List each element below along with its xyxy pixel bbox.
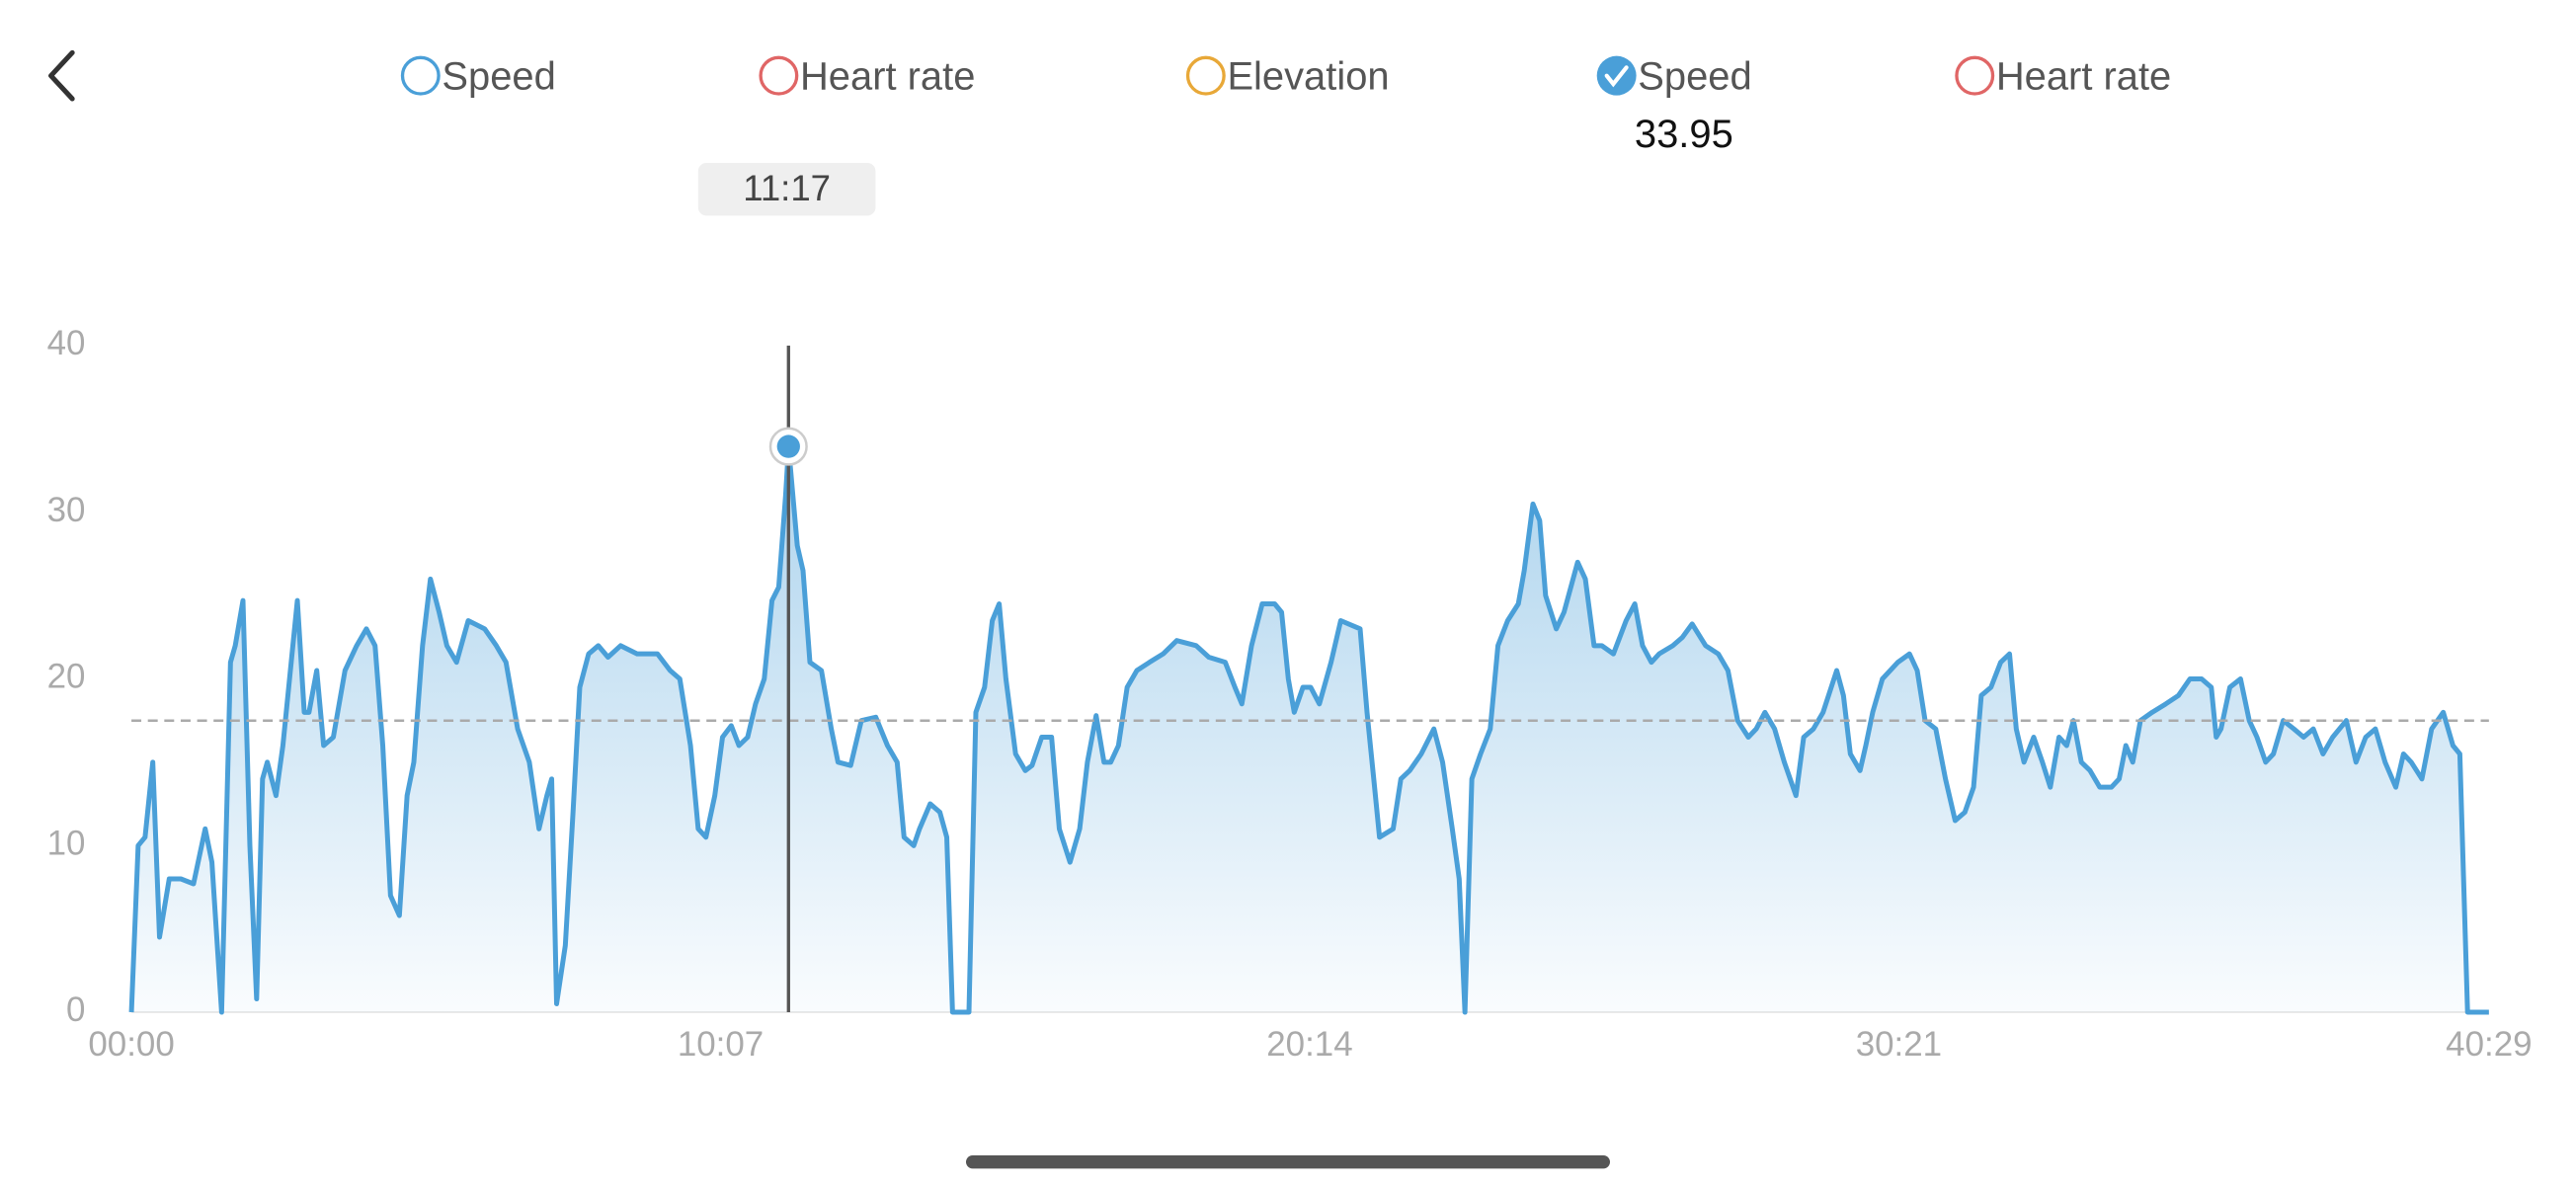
tab-circle[interactable] [1185,55,1226,96]
x-tick-label: 20:14 [1266,1025,1352,1064]
area-fill [131,446,2489,1013]
tab-circle[interactable] [400,55,441,96]
tab-label[interactable]: Speed [442,55,555,99]
speed-line [128,443,2489,1015]
cursor-point [776,434,800,458]
tab-label[interactable]: Heart rate [800,55,975,99]
x-tick-label: 40:29 [2446,1025,2532,1064]
tab-circle[interactable] [1955,55,1995,96]
check-icon [1604,65,1629,88]
home-indicator [966,1155,1610,1169]
tab-check[interactable] [1596,55,1637,96]
selected-value: 33.95 [1635,113,1733,156]
tab-label[interactable]: Heart rate [1996,55,2171,99]
tab-label[interactable]: Elevation [1227,55,1389,99]
x-tick-label: 30:21 [1856,1025,1942,1064]
tab-circle[interactable] [759,55,799,96]
y-tick-label: 0 [66,990,85,1029]
y-tick-label: 10 [47,824,86,862]
tooltip-time: 11:17 [743,168,831,208]
y-tick-label: 40 [47,324,86,362]
x-tick-label: 10:07 [678,1025,764,1064]
back-button[interactable] [48,49,75,102]
tooltip-box [697,163,876,216]
y-tick-label: 20 [47,658,86,696]
tab-label[interactable]: Speed [1638,55,1751,99]
x-tick-label: 00:00 [88,1025,174,1064]
y-tick-label: 30 [47,491,86,529]
